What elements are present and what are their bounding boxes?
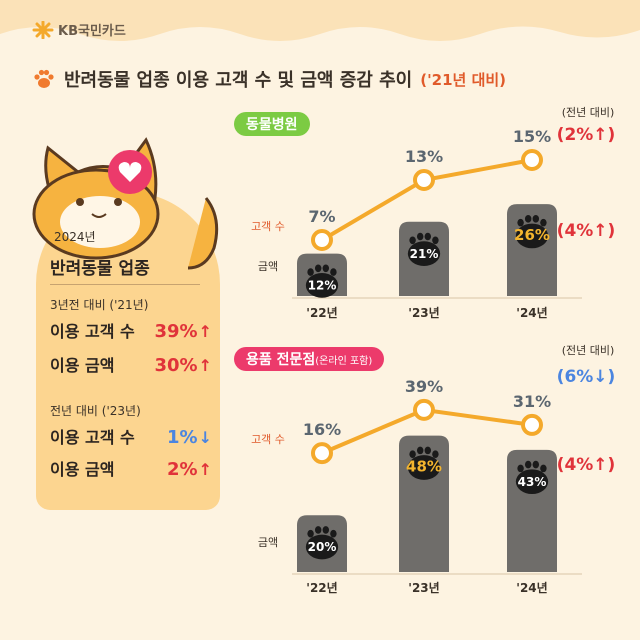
series-label-amount: 금액 bbox=[258, 260, 278, 273]
x-tick-label: '23년 bbox=[408, 306, 439, 320]
paw-pad-icon bbox=[407, 232, 441, 266]
stat-label: 이용 고객 수 bbox=[50, 322, 135, 341]
line-value-label: 16% bbox=[303, 420, 341, 439]
paw-icon bbox=[34, 69, 54, 88]
bar-value-label: 12% bbox=[308, 279, 337, 293]
line-point bbox=[521, 413, 543, 436]
line-point bbox=[311, 442, 333, 465]
cat-illustration bbox=[32, 137, 219, 270]
stat-label: 이용 고객 수 bbox=[50, 428, 135, 447]
paw-pad-icon bbox=[515, 215, 549, 249]
stat-label: 이용 금액 bbox=[50, 460, 115, 479]
yoy-value: (2%↑) bbox=[557, 125, 616, 145]
stat-value: 1%↓ bbox=[167, 427, 212, 448]
line-point bbox=[413, 398, 435, 421]
arrow-up-icon: ↑ bbox=[198, 322, 212, 341]
arrow-up-icon: ↑ bbox=[198, 460, 212, 479]
series-label-customers: 고객 수 bbox=[251, 220, 285, 233]
card-year: 2024년 bbox=[54, 230, 96, 244]
kb-star-icon bbox=[32, 20, 54, 39]
line-value-label: 13% bbox=[405, 147, 443, 166]
stat-row-customers-yoy: 이용 고객 수 1%↓ bbox=[50, 424, 212, 448]
arrow-down-icon: ↓ bbox=[198, 428, 212, 447]
yoy-caption: (전년 대비) bbox=[562, 106, 615, 119]
stat-value: 39%↑ bbox=[154, 321, 213, 342]
bar-value-label: 20% bbox=[308, 540, 337, 554]
bar-value-label: 48% bbox=[406, 458, 442, 476]
line-point bbox=[311, 229, 333, 251]
arrow-up-icon: ↑ bbox=[198, 356, 212, 375]
x-tick-label: '24년 bbox=[516, 581, 547, 595]
line-value-label: 15% bbox=[513, 127, 551, 146]
x-tick-label: '22년 bbox=[306, 306, 337, 320]
bar-value-label: 21% bbox=[410, 247, 439, 261]
yoy-value: (4%↑) bbox=[557, 221, 616, 241]
bar-value-label: 43% bbox=[518, 475, 547, 489]
x-tick-label: '22년 bbox=[306, 581, 337, 595]
paw-pad-icon bbox=[305, 526, 339, 560]
stat-row-amount-yoy: 이용 금액 2%↑ bbox=[50, 456, 212, 480]
series-label-customers: 고객 수 bbox=[251, 433, 285, 446]
x-tick-label: '23년 bbox=[408, 581, 439, 595]
bar-value-label: 26% bbox=[514, 226, 550, 244]
paw-pad-icon bbox=[515, 460, 549, 495]
title-row: 반려동물 업종 이용 고객 수 및 금액 증감 추이 ('21년 대비) bbox=[32, 66, 506, 92]
bar-amount bbox=[507, 204, 557, 296]
yoy-value: (4%↑) bbox=[557, 455, 616, 475]
stat-row-customers-3yr: 이용 고객 수 39%↑ bbox=[50, 318, 212, 342]
line-value-label: 39% bbox=[405, 377, 443, 396]
page-subtitle: ('21년 대비) bbox=[420, 70, 507, 89]
x-tick-label: '24년 bbox=[516, 306, 547, 320]
yoy-value: (6%↓) bbox=[557, 367, 616, 387]
line-point bbox=[521, 149, 543, 171]
line-value-label: 7% bbox=[308, 207, 335, 226]
stat-value: 2%↑ bbox=[167, 459, 212, 480]
brand-name: KB국민카드 bbox=[58, 24, 126, 39]
page-title: 반려동물 업종 이용 고객 수 및 금액 증감 추이 bbox=[64, 70, 413, 91]
panel-tag-hospital: 동물병원 bbox=[234, 112, 310, 136]
paw-pad-icon bbox=[305, 264, 339, 298]
panel-tag-store: 용품 전문점 (온라인 포함) bbox=[234, 347, 385, 371]
section-label-yoy: 전년 대비 ('23년) bbox=[50, 404, 141, 418]
paw-pad-icon bbox=[407, 446, 441, 480]
stat-label: 이용 금액 bbox=[50, 356, 115, 375]
bar-amount bbox=[507, 449, 557, 572]
brand-logo: KB국민카드 bbox=[32, 20, 126, 39]
line-point bbox=[413, 169, 435, 191]
top-wave-background bbox=[0, 0, 640, 41]
stat-row-amount-3yr: 이용 금액 30%↑ bbox=[50, 352, 212, 376]
card-divider bbox=[50, 284, 200, 285]
card-heading: 반려동물 업종 bbox=[50, 259, 150, 279]
line-value-label: 31% bbox=[513, 392, 551, 411]
stat-value: 30%↑ bbox=[154, 355, 213, 376]
series-label-amount: 금액 bbox=[258, 536, 278, 549]
yoy-caption: (전년 대비) bbox=[562, 344, 615, 357]
section-label-3yr: 3년전 대비 ('21년) bbox=[50, 298, 149, 312]
